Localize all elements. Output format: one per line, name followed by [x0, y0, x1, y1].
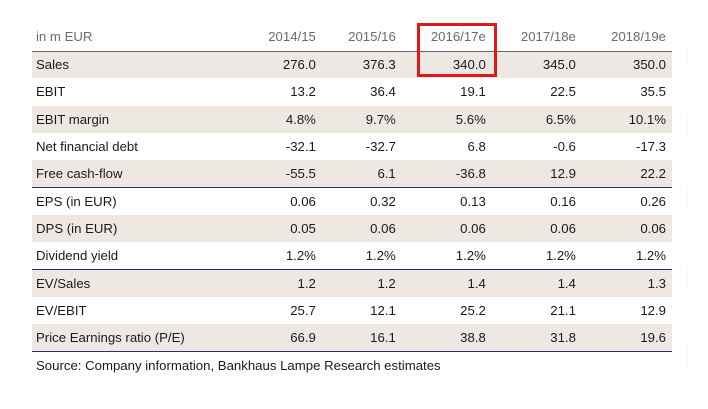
column-header: 2014/15: [242, 23, 322, 52]
table-cell: 1.2%: [321, 242, 402, 270]
source-note: Source: Company information, Bankhaus La…: [36, 358, 441, 373]
table-cell: 350.0: [581, 51, 672, 79]
table-cell: 10.1%: [581, 105, 672, 133]
table-cell: 9.7%: [321, 105, 402, 133]
row-label: EV/Sales: [32, 269, 242, 297]
table-cell: 22.2: [581, 160, 672, 188]
table-sheet: in m EUR 2014/15 2015/16 2016/17e 2017/1…: [12, 10, 688, 392]
table-cell: -36.8: [401, 160, 492, 188]
table-cell: 4.8%: [242, 105, 322, 133]
table-cell: 1.2: [321, 269, 402, 297]
table-cell: 0.06: [401, 214, 492, 243]
row-label: DPS (in EUR): [32, 214, 242, 243]
table-cell: 0.26: [640, 193, 666, 209]
table-row: EPS (in EUR) 0.06 0.32 0.13 0.16 0.26: [32, 187, 672, 214]
table-row: Sales 276.0 376.3 340.0 345.0 350.0: [32, 51, 672, 79]
table-cell: 22.5: [550, 84, 576, 100]
table-row: EBIT margin 4.8% 9.7% 5.6% 6.5% 10.1%: [32, 105, 672, 133]
table-cell: 1.2%: [581, 242, 672, 270]
table-cell: 19.1: [460, 84, 486, 100]
row-label: Dividend yield: [32, 242, 242, 270]
table-row: EV/Sales 1.2 1.2 1.4 1.4 1.3: [32, 269, 672, 297]
table-cell: -32.7: [365, 139, 396, 155]
table-cell: 6.5%: [491, 105, 582, 133]
table-row: Price Earnings ratio (P/E) 66.9 16.1 38.…: [32, 323, 672, 352]
table-cell: 13.2: [290, 84, 316, 100]
table-cell: 35.5: [640, 84, 666, 100]
table-cell: 1.2%: [491, 242, 582, 270]
table-cell: 25.7: [290, 302, 316, 318]
table-cell: 12.9: [640, 302, 666, 318]
table-row: Dividend yield 1.2% 1.2% 1.2% 1.2% 1.2%: [32, 242, 672, 270]
table-cell: 0.05: [242, 214, 322, 243]
table-row: DPS (in EUR) 0.05 0.06 0.06 0.06 0.06: [32, 214, 672, 243]
table-cell: -0.6: [553, 139, 576, 155]
table-row: EBIT 13.2 36.4 19.1 22.5 35.5: [32, 78, 672, 105]
table-cell: 0.06: [290, 193, 316, 209]
table-cell: 38.8: [401, 323, 492, 352]
table-cell: 1.4: [401, 269, 492, 297]
row-label: Net financial debt: [36, 139, 138, 155]
row-label: EBIT margin: [32, 105, 242, 133]
column-header: 2015/16: [321, 23, 402, 52]
table-cell: 36.4: [370, 84, 396, 100]
table-cell: 66.9: [242, 323, 322, 352]
table-cell: 1.2: [242, 269, 322, 297]
column-header: 2018/19e: [581, 23, 672, 52]
financials-table: in m EUR 2014/15 2015/16 2016/17e 2017/1…: [32, 23, 672, 352]
table-row: Net financial debt -32.1 -32.7 6.8 -0.6 …: [32, 133, 672, 160]
table-cell: 0.06: [491, 214, 582, 243]
table-cell: 31.8: [491, 323, 582, 352]
row-label: Price Earnings ratio (P/E): [32, 323, 242, 352]
row-label: EPS (in EUR): [36, 193, 117, 209]
table-cell: 1.4: [491, 269, 582, 297]
column-header: 2016/17e: [401, 23, 492, 52]
table-cell: 12.9: [491, 160, 582, 188]
table-cell: 19.6: [581, 323, 672, 352]
table-cell: 6.1: [321, 160, 402, 188]
table-cell: 1.3: [581, 269, 672, 297]
table-cell: 1.2%: [401, 242, 492, 270]
unit-label: in m EUR: [32, 23, 242, 52]
table-cell: 1.2%: [242, 242, 322, 270]
table-cell: 345.0: [491, 51, 582, 79]
table-cell: 25.2: [460, 302, 486, 318]
table-row: Free cash-flow -55.5 6.1 -36.8 12.9 22.2: [32, 160, 672, 188]
table-cell: 0.16: [550, 193, 576, 209]
table-cell: 376.3: [321, 51, 402, 79]
table-cell: -32.1: [285, 139, 316, 155]
table-cell: -55.5: [242, 160, 322, 188]
table-header-row: in m EUR 2014/15 2015/16 2016/17e 2017/1…: [32, 23, 672, 52]
row-label: Free cash-flow: [32, 160, 242, 188]
column-header: 2017/18e: [491, 23, 582, 52]
table-row: EV/EBIT 25.7 12.1 25.2 21.1 12.9: [32, 297, 672, 324]
table-cell: -17.3: [635, 139, 666, 155]
table-cell: 0.13: [460, 193, 486, 209]
table-cell: 16.1: [321, 323, 402, 352]
table-cell: 21.1: [550, 302, 576, 318]
table-cell: 0.06: [581, 214, 672, 243]
table-cell: 6.8: [467, 139, 486, 155]
table-cell: 0.32: [370, 193, 396, 209]
table-cell: 276.0: [242, 51, 322, 79]
row-label: EBIT: [36, 84, 66, 100]
row-label: EV/EBIT: [36, 302, 87, 318]
table-cell: 5.6%: [401, 105, 492, 133]
table-cell: 12.1: [370, 302, 396, 318]
row-label: Sales: [32, 51, 242, 79]
table-cell: 0.06: [321, 214, 402, 243]
table-cell: 340.0: [401, 51, 492, 79]
